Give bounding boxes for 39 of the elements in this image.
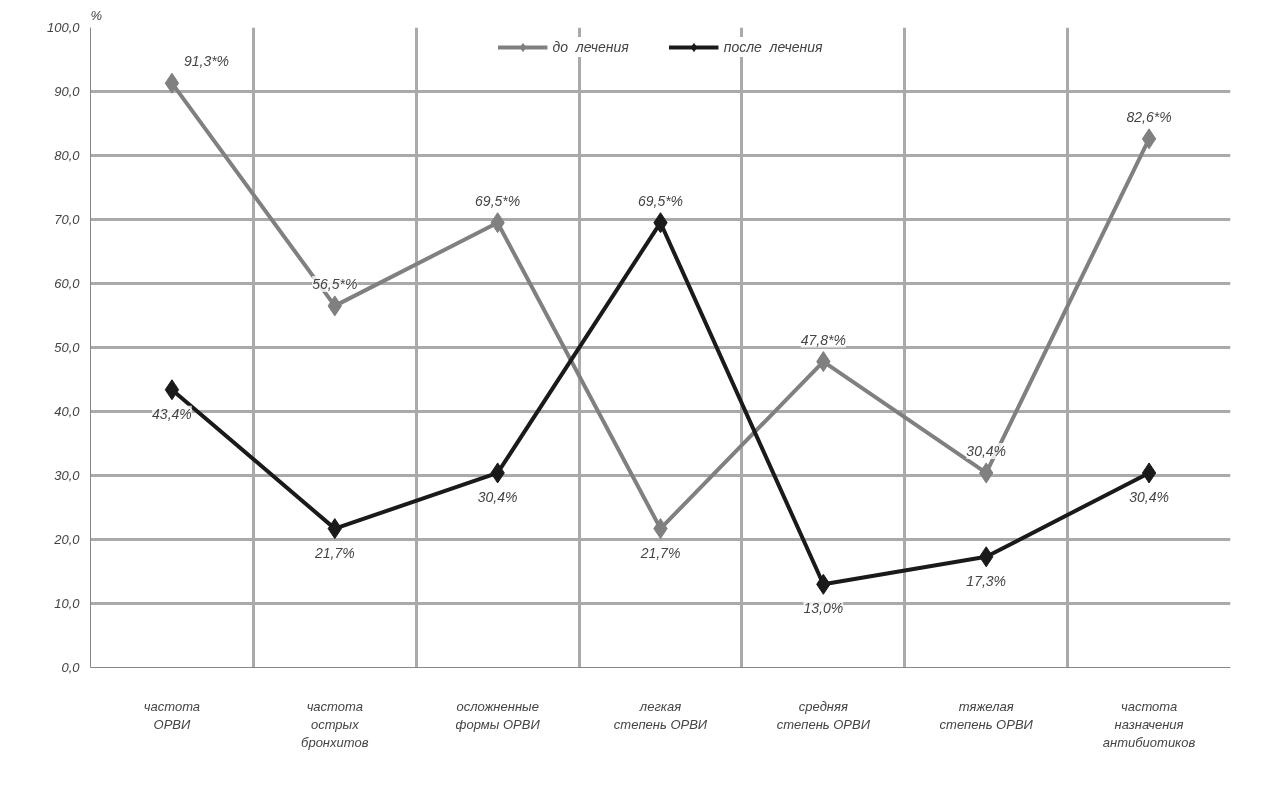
data-label: 82,6*% [1126,108,1172,125]
x-tick-label: средняя степень ОРВИ [776,698,871,732]
y-tick-label: 80,0 [54,148,81,163]
legend-label: после лечения [723,39,823,55]
data-label: 56,5*% [312,275,358,292]
data-label: 30,4% [966,442,1007,459]
point [1141,462,1157,484]
data-label: 13,0% [803,600,844,617]
data-label: 69,5*% [475,192,521,209]
data-label: 17,3% [966,572,1007,589]
y-axis-title: % [90,7,103,23]
x-tick-label: тяжелая степень ОРВИ [939,698,1034,732]
y-tick-label: 20,0 [53,532,81,547]
x-tick-label: осложненные формы ОРВИ [455,698,541,732]
data-label: 21,7% [639,544,681,561]
y-tick-label: 40,0 [54,404,81,419]
data-label: 43,4% [152,405,192,422]
x-tick-label: легкая степень ОРВИ [613,698,708,732]
y-tick-label: 70,0 [54,212,81,227]
x-tick-label: частота острых бронхитов [301,698,369,750]
y-tick-label: 10,0 [54,596,81,611]
point [164,72,180,94]
point [1141,128,1157,150]
point [164,379,180,401]
data-label: 30,4% [477,488,518,505]
x-tick-label: частота ОРВИ [143,698,201,732]
legend-label: до лечения [552,39,629,55]
data-label: 21,7% [313,544,355,561]
y-tick-label: 50,0 [54,340,81,355]
data-label: 69,5*% [637,192,684,209]
y-tick-label: 100,0 [46,20,81,35]
data-label: 47,8*% [800,331,846,348]
y-tick-label: 30,0 [54,468,81,483]
y-tick-label: 90,0 [54,84,81,99]
y-tick-label: 0,0 [61,660,81,675]
y-tick-label: 60,0 [54,276,81,291]
data-label: 30,4% [1129,488,1169,505]
data-label: 91,3*% [183,53,230,70]
x-tick-label: частота назначения антибиотиков [1102,698,1196,750]
